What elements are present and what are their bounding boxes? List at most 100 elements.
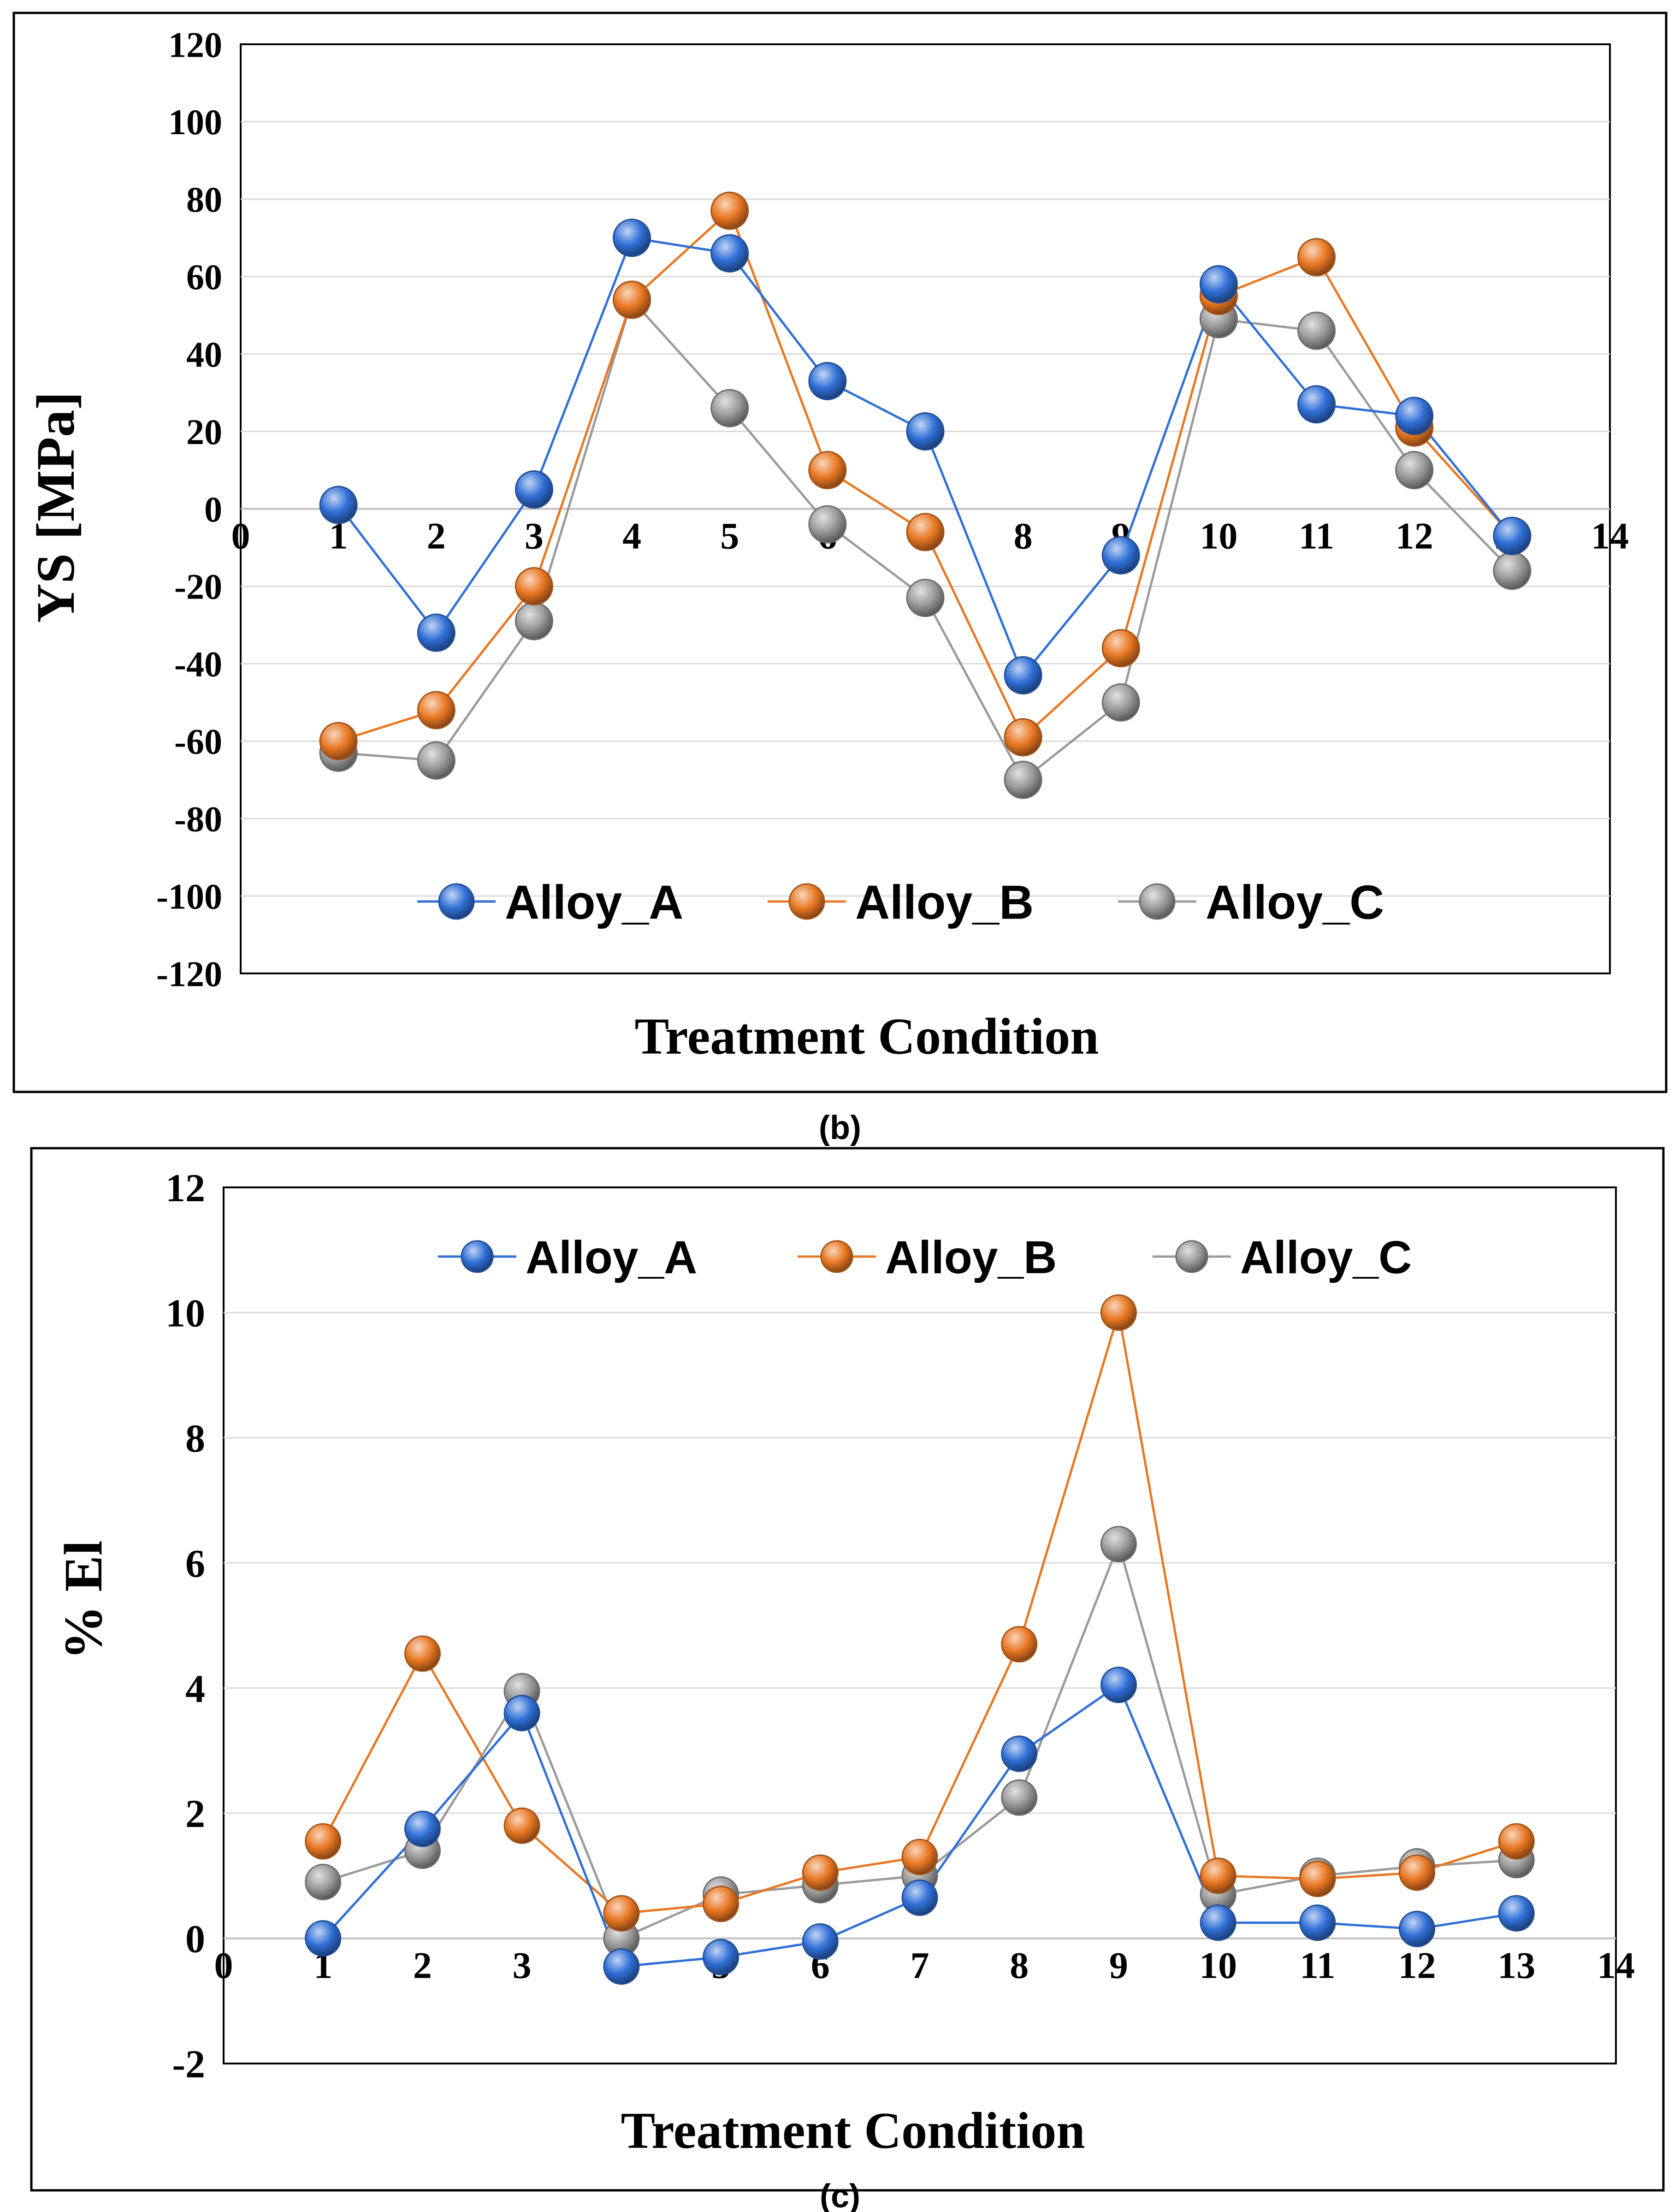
b-y-tick-label: 60 bbox=[186, 257, 222, 297]
c-point-alloy-b bbox=[1498, 1823, 1535, 1860]
c-point-alloy-b bbox=[901, 1838, 938, 1875]
ys-x-axis-title: Treatment Condition bbox=[635, 1008, 1099, 1065]
b-line-alloy-b bbox=[338, 209, 1513, 742]
c-point-alloy-b bbox=[305, 1823, 342, 1860]
b-x-tick-label: 4 bbox=[622, 515, 641, 557]
caption-c: (c) bbox=[820, 2178, 860, 2212]
c-y-tick-label: 6 bbox=[185, 1541, 205, 1585]
c-legend-marker-alloy-a bbox=[461, 1240, 494, 1273]
c-y-tick-label: 8 bbox=[185, 1416, 205, 1460]
b-point-alloy-c bbox=[515, 602, 553, 640]
ys-legend: Alloy_A Alloy_B Alloy_C bbox=[417, 876, 1384, 929]
b-y-tick-label: 40 bbox=[186, 334, 222, 374]
b-point-alloy-c bbox=[417, 741, 455, 780]
b-y-tick-label: 0 bbox=[204, 489, 222, 529]
c-x-tick-label: 11 bbox=[1300, 1945, 1335, 1987]
b-point-alloy-a bbox=[515, 470, 553, 509]
b-y-tick-label: 100 bbox=[168, 102, 222, 142]
el-x-tick-labels: 01234567891011121314 bbox=[214, 1945, 1635, 1987]
c-x-tick-label: 14 bbox=[1597, 1945, 1635, 1987]
b-x-tick-label: 5 bbox=[720, 515, 739, 557]
b-point-alloy-a bbox=[808, 362, 847, 400]
c-legend-marker-alloy-c bbox=[1175, 1240, 1208, 1273]
c-x-tick-label: 2 bbox=[413, 1945, 432, 1987]
b-point-alloy-c bbox=[1297, 311, 1336, 350]
b-point-alloy-a bbox=[417, 613, 455, 652]
b-point-alloy-a bbox=[1199, 265, 1238, 304]
b-point-alloy-b bbox=[1101, 629, 1140, 668]
el-chart-frame bbox=[30, 1147, 1665, 2192]
c-point-alloy-b bbox=[1399, 1854, 1436, 1891]
c-point-alloy-b bbox=[404, 1635, 441, 1672]
b-point-alloy-c bbox=[1101, 683, 1140, 722]
c-point-alloy-a bbox=[603, 1948, 640, 1985]
c-point-alloy-b bbox=[1100, 1294, 1137, 1331]
b-x-tick-label: 11 bbox=[1299, 515, 1334, 557]
c-point-alloy-a bbox=[503, 1695, 540, 1732]
c-x-tick-label: 10 bbox=[1199, 1945, 1237, 1987]
c-x-tick-label: 0 bbox=[214, 1945, 233, 1987]
b-y-tick-label: 20 bbox=[186, 412, 222, 452]
c-point-alloy-a bbox=[404, 1810, 441, 1847]
b-y-tick-label: -40 bbox=[174, 644, 222, 684]
c-line-alloy-a bbox=[322, 1684, 1517, 1968]
b-point-alloy-a bbox=[1101, 536, 1140, 575]
c-y-tick-label: 0 bbox=[185, 1917, 205, 1961]
b-y-tick-label: 120 bbox=[168, 24, 222, 65]
c-x-tick-label: 7 bbox=[911, 1945, 929, 1987]
b-point-alloy-c bbox=[710, 389, 749, 427]
c-legend-label-alloy-c: Alloy_C bbox=[1240, 1232, 1412, 1283]
c-y-tick-label: 4 bbox=[185, 1666, 205, 1711]
el-series bbox=[305, 1294, 1535, 1985]
ys-y-axis-title: YS [MPa] bbox=[25, 391, 86, 623]
b-point-alloy-c bbox=[906, 579, 945, 617]
b-x-tick-label: 3 bbox=[525, 515, 544, 557]
b-point-alloy-a bbox=[1004, 656, 1042, 695]
b-legend-label-alloy-c: Alloy_C bbox=[1206, 876, 1384, 929]
c-point-alloy-a bbox=[305, 1920, 342, 1957]
b-legend-marker-alloy-a bbox=[438, 883, 475, 920]
el-plot-area-border bbox=[223, 1186, 1617, 2064]
b-y-tick-label: -20 bbox=[174, 567, 222, 607]
c-point-alloy-a bbox=[703, 1939, 739, 1975]
c-point-alloy-a bbox=[802, 1923, 839, 1960]
b-x-tick-label: 2 bbox=[427, 515, 446, 557]
b-point-alloy-b bbox=[515, 567, 553, 605]
b-point-alloy-b bbox=[710, 191, 749, 230]
el-y-tick-labels: 12 10 8 6 4 2 0 -2 bbox=[166, 1166, 205, 2086]
c-point-alloy-b bbox=[703, 1886, 739, 1922]
b-y-tick-label: -80 bbox=[174, 799, 222, 839]
c-legend-label-alloy-b: Alloy_B bbox=[885, 1232, 1057, 1283]
c-point-alloy-a bbox=[901, 1879, 938, 1916]
b-point-alloy-b bbox=[1004, 718, 1042, 757]
c-point-alloy-a bbox=[1200, 1904, 1236, 1941]
c-point-alloy-a bbox=[1299, 1904, 1336, 1941]
c-point-alloy-a bbox=[1001, 1735, 1038, 1772]
c-y-tick-label: -2 bbox=[172, 2042, 205, 2086]
c-point-alloy-a bbox=[1100, 1666, 1137, 1703]
c-point-alloy-a bbox=[1399, 1910, 1436, 1947]
b-point-alloy-b bbox=[906, 513, 945, 552]
b-y-tick-label: -100 bbox=[156, 876, 222, 916]
c-point-alloy-b bbox=[1299, 1861, 1336, 1898]
b-point-alloy-b bbox=[613, 280, 651, 319]
b-point-alloy-a bbox=[319, 486, 358, 524]
b-point-alloy-c bbox=[1395, 451, 1434, 490]
c-point-alloy-c bbox=[1100, 1526, 1137, 1563]
b-legend-marker-alloy-b bbox=[788, 883, 825, 920]
b-point-alloy-b bbox=[417, 691, 455, 729]
b-x-tick-label: 10 bbox=[1200, 515, 1237, 557]
b-legend-marker-alloy-c bbox=[1139, 883, 1176, 920]
b-point-alloy-b bbox=[1297, 238, 1336, 277]
c-point-alloy-b bbox=[1001, 1626, 1038, 1663]
el-y-axis-title: % El bbox=[53, 1541, 113, 1660]
c-y-tick-label: 12 bbox=[166, 1166, 205, 1210]
c-x-tick-label: 13 bbox=[1497, 1945, 1535, 1987]
ys-y-tick-labels: 120 100 80 60 40 20 0 -20 -40 -60 -80 -100 -120 bbox=[156, 24, 222, 994]
c-point-alloy-a bbox=[1498, 1895, 1535, 1932]
ys-chart-frame bbox=[12, 12, 1668, 1093]
b-point-alloy-a bbox=[710, 234, 749, 273]
b-point-alloy-a bbox=[906, 412, 945, 451]
c-line-alloy-b bbox=[322, 1311, 1517, 1915]
